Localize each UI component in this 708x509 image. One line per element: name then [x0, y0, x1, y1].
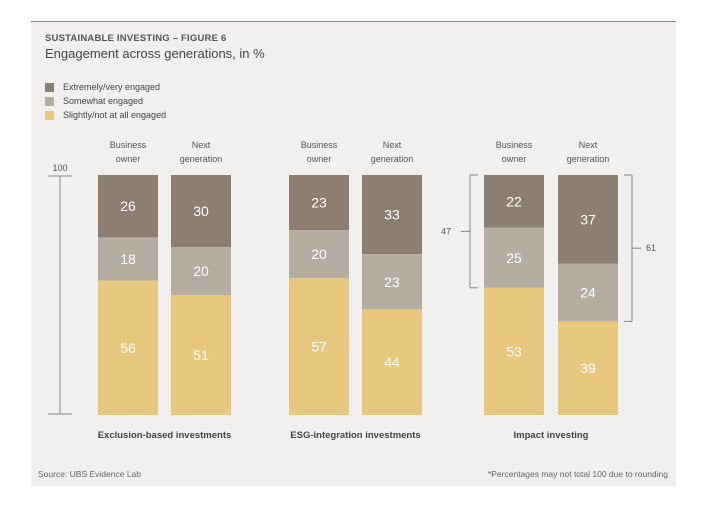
- data-label: 33: [384, 207, 400, 223]
- bar-header-line2: owner: [307, 154, 332, 164]
- bracket-total-label: 47: [441, 226, 451, 236]
- bar-header-line1: Business: [496, 140, 533, 150]
- data-label: 20: [193, 263, 209, 279]
- bar-segment: [98, 237, 158, 281]
- bar-segment: [171, 175, 231, 247]
- data-label: 53: [506, 343, 522, 359]
- figure-title: SUSTAINABLE INVESTING – FIGURE 6: [45, 33, 227, 44]
- bar-header-line1: Next: [579, 140, 598, 150]
- bar-header-line2: generation: [371, 154, 414, 164]
- bar-segment: [289, 230, 349, 279]
- data-label: 26: [120, 198, 136, 214]
- bar-segment: [362, 254, 422, 310]
- bar-segment: [98, 175, 158, 238]
- figure-subtitle: Engagement across generations, in %: [45, 46, 265, 61]
- data-label: 37: [580, 211, 596, 227]
- legend-swatch: [45, 110, 54, 120]
- bar-header-line1: Business: [301, 140, 338, 150]
- data-label: 39: [580, 360, 596, 376]
- bar-segment: [362, 175, 422, 255]
- data-label: 44: [384, 354, 400, 370]
- data-label: 25: [506, 250, 522, 266]
- group-label: Impact investing: [514, 430, 589, 441]
- bar-segment: [558, 175, 618, 264]
- group-label: ESG-integration investments: [290, 430, 420, 441]
- data-label: 20: [311, 246, 327, 262]
- bracket-total-label: 61: [646, 243, 656, 253]
- bar-segment: [98, 280, 158, 415]
- data-label: 18: [120, 251, 136, 267]
- bar-segment: [289, 278, 349, 415]
- legend-item-somewhat-engaged: Somewhat engaged: [45, 95, 143, 107]
- bar-segment: [484, 287, 544, 415]
- data-label: 23: [311, 195, 327, 211]
- data-label: 22: [506, 193, 522, 209]
- bar-segment: [289, 175, 349, 231]
- group-label: Exclusion-based investments: [98, 430, 232, 441]
- bar-header-line2: owner: [116, 154, 141, 164]
- bar-segment: [558, 263, 618, 322]
- legend-label: Extremely/very engaged: [63, 82, 161, 92]
- legend-item-slightly-engaged: Slightly/not at all engaged: [45, 109, 166, 121]
- legend-label: Somewhat engaged: [63, 96, 144, 106]
- bar-header-line2: owner: [502, 154, 527, 164]
- data-label: 51: [193, 347, 209, 363]
- legend-swatch: [45, 82, 54, 92]
- source-note: Source: UBS Evidence Lab: [38, 469, 142, 479]
- rounding-note: *Percentages may not total 100 due to ro…: [487, 469, 668, 479]
- bar-segment: [171, 295, 231, 415]
- bar-header-line1: Business: [110, 140, 147, 150]
- legend-swatch: [45, 96, 54, 106]
- data-label: 24: [580, 285, 596, 301]
- data-label: 23: [384, 274, 400, 290]
- bar-segment: [484, 227, 544, 288]
- data-label: 57: [311, 339, 327, 355]
- bar-header-line1: Next: [192, 140, 211, 150]
- bar-header-line2: generation: [180, 154, 223, 164]
- y-axis-max-label: 100: [52, 163, 67, 173]
- legend-item-extremely-engaged: Extremely/very engaged: [45, 81, 160, 93]
- data-label: 56: [120, 340, 136, 356]
- bar-segment: [558, 321, 618, 415]
- data-label: 30: [193, 203, 209, 219]
- bar-segment: [171, 247, 231, 295]
- legend-label: Slightly/not at all engaged: [63, 110, 167, 120]
- bar-segment: [484, 175, 544, 228]
- bar-header-line1: Next: [383, 140, 402, 150]
- bar-segment: [362, 309, 422, 415]
- bar-header-line2: generation: [567, 154, 610, 164]
